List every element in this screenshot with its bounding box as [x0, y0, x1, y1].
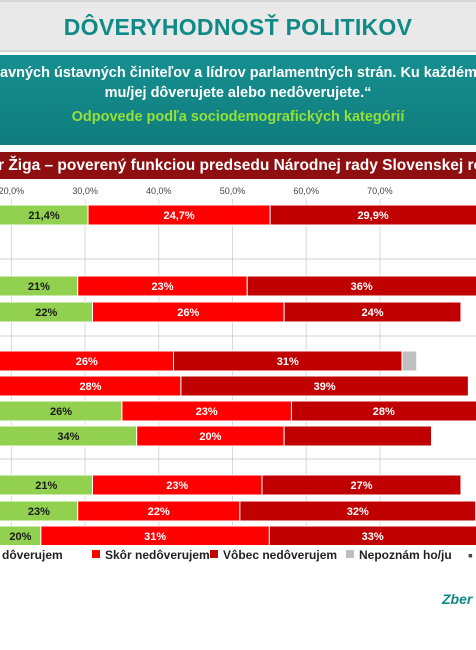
- data-label: 23%: [151, 281, 173, 293]
- data-label: 28%: [79, 381, 101, 393]
- data-label: 36%: [351, 281, 373, 293]
- data-label: 23%: [166, 480, 188, 492]
- stacked-bar-chart: 20,0% 30,0% 40,0% 50,0% 60,0% 70,0% 21,4% 24,7%…: [0, 186, 476, 545]
- title-box: DÔVERYHODNOSŤ POLITIKOV: [0, 0, 476, 52]
- legend-item-distrust: Vôbec nedôverujem: [210, 548, 337, 562]
- data-label: 23%: [196, 406, 218, 418]
- legend-overflow-marker: ▪: [468, 547, 473, 563]
- data-label: 31%: [277, 356, 299, 368]
- politician-band: r Žiga – poverený funkciou predsedu Náro…: [0, 152, 476, 179]
- source-label: Zber: [442, 591, 473, 607]
- legend-swatch-rather-distrust: [92, 550, 100, 558]
- data-label: 21,4%: [28, 210, 59, 222]
- bar-segment: [180, 375, 469, 397]
- legend-item-rather-distrust: Skôr nedôverujem: [92, 548, 210, 562]
- question-box: [0, 55, 476, 145]
- x-tick-label: 20,0%: [0, 186, 24, 196]
- subtitle: Odpovede podľa sociodemografických kateg…: [71, 109, 405, 125]
- data-label: 27%: [350, 480, 372, 492]
- bar-segment: [261, 474, 462, 496]
- data-label: 24%: [362, 307, 384, 319]
- legend-label-unknown: Nepoznám ho/ju: [359, 548, 452, 562]
- data-label: 32%: [347, 506, 369, 518]
- bar-segment: [290, 400, 476, 422]
- question-line-2: mu/jej dôverujete alebo nedôverujete.“: [104, 85, 372, 101]
- legend: dôverujem Skôr nedôverujem Vôbec nedôver…: [0, 547, 476, 566]
- data-label: 21%: [28, 281, 50, 293]
- data-label: 26%: [177, 307, 199, 319]
- x-tick-label: 60,0%: [293, 186, 319, 196]
- x-tick-label: 50,0%: [220, 186, 246, 196]
- data-label: 23%: [28, 506, 50, 518]
- politician-name: r Žiga – poverený funkciou predsedu Náro…: [0, 157, 476, 174]
- data-label: 22%: [148, 506, 170, 518]
- legend-label-rather-distrust: Skôr nedôverujem: [105, 548, 210, 562]
- data-label: 26%: [76, 356, 98, 368]
- data-label: 20%: [9, 531, 31, 543]
- x-tick-label: 70,0%: [367, 186, 393, 196]
- legend-swatch-unknown: [346, 550, 354, 558]
- question-line-1: avných ústavných činiteľov a lídrov parl…: [0, 65, 476, 81]
- data-label: 34%: [57, 431, 79, 443]
- legend-label-distrust: Vôbec nedôverujem: [223, 548, 338, 562]
- data-label: 29,9%: [357, 210, 388, 222]
- bar-segment: [401, 350, 418, 372]
- data-label: 22%: [35, 307, 57, 319]
- page-title: DÔVERYHODNOSŤ POLITIKOV: [63, 14, 413, 40]
- data-label: 26%: [50, 406, 72, 418]
- bar-segment: [268, 525, 476, 545]
- data-label: 24,7%: [163, 210, 194, 222]
- x-tick-label: 30,0%: [72, 186, 98, 196]
- legend-item-trust: dôverujem: [2, 548, 63, 562]
- data-label: 28%: [373, 406, 395, 418]
- legend-label-trust: dôverujem: [2, 548, 63, 562]
- bar-segment: [246, 275, 476, 297]
- x-tick-label: 40,0%: [146, 186, 172, 196]
- bar-segment: [283, 301, 462, 323]
- data-label: 20%: [199, 431, 221, 443]
- bar-segment: [283, 425, 432, 447]
- data-label: 31%: [144, 531, 166, 543]
- data-label: 33%: [362, 531, 384, 543]
- legend-swatch-distrust: [210, 550, 218, 558]
- bar-segment: [269, 204, 476, 226]
- legend-item-unknown: Nepoznám ho/ju: [346, 548, 452, 562]
- data-label: 39%: [314, 381, 336, 393]
- data-label: 21%: [35, 480, 57, 492]
